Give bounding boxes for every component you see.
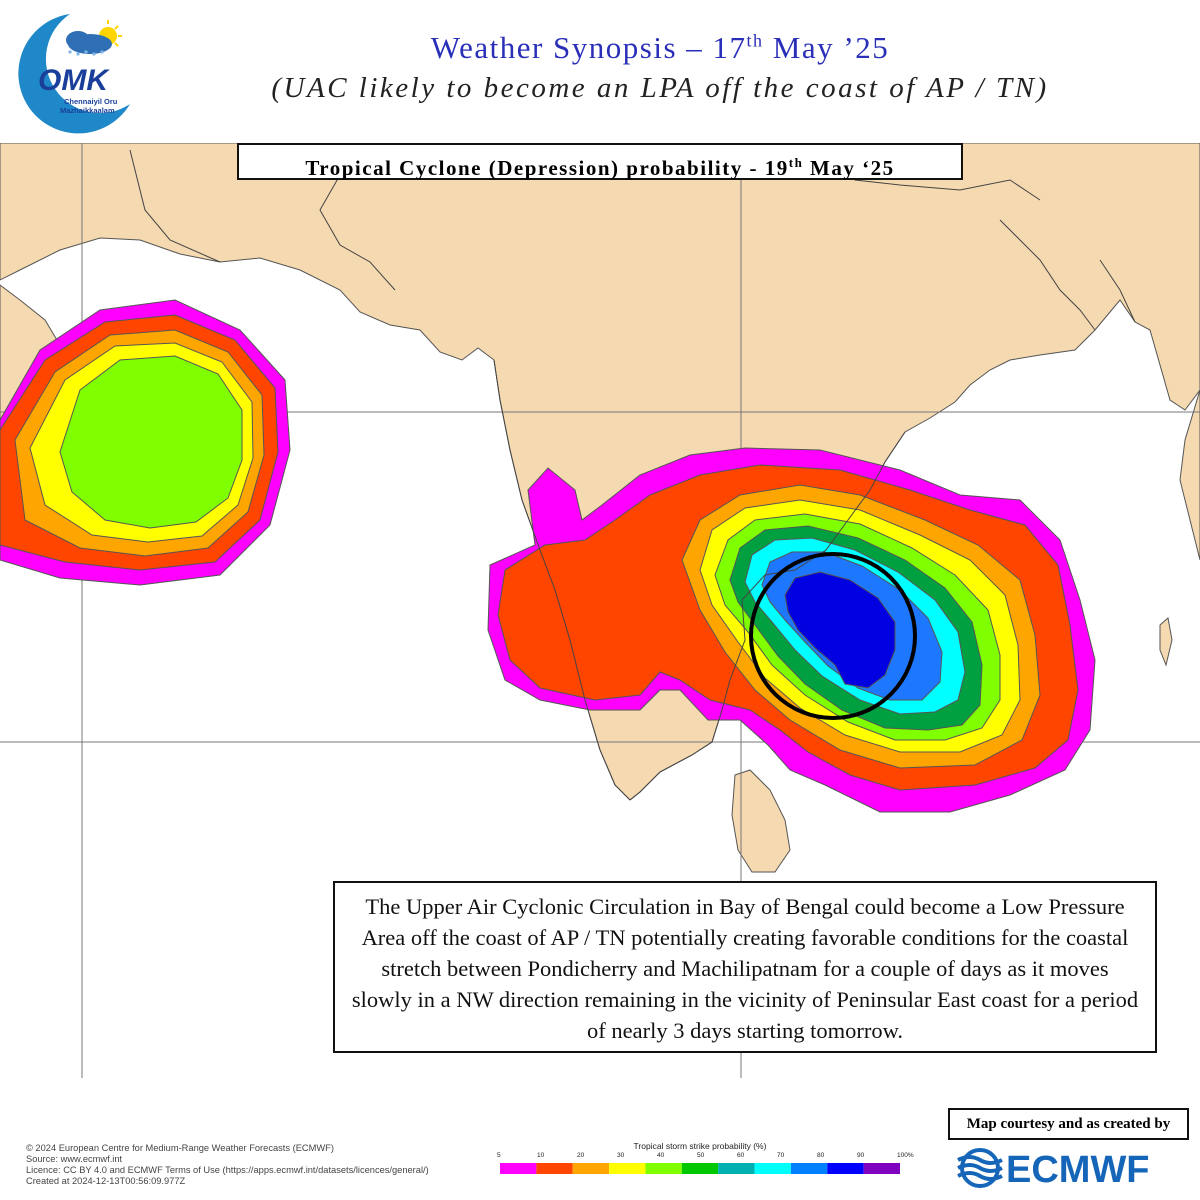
legend-swatch — [500, 1163, 537, 1174]
coastline — [493, 359, 906, 801]
courtesy-label: Map courtesy and as created by — [948, 1108, 1189, 1140]
legend-tick-label: 100% — [897, 1152, 914, 1159]
svg-text:OMK: OMK — [38, 64, 110, 97]
legend-tick-label: 90 — [857, 1152, 865, 1159]
credit-line: Licence: CC BY 4.0 and ECMWF Terms of Us… — [26, 1165, 429, 1175]
sri-lanka — [731, 769, 791, 873]
header: OMK Chennaiyil Oru Mazhaikkaalam Weather… — [0, 0, 1200, 143]
legend-title: Tropical storm strike probability (%) — [633, 1141, 767, 1151]
legend-swatch — [645, 1163, 682, 1174]
legend-tick-label: 50 — [697, 1152, 705, 1159]
synopsis-text: The Upper Air Cyclonic Circulation in Ba… — [333, 881, 1157, 1053]
svg-text:ECMWF: ECMWF — [1006, 1149, 1150, 1191]
map-label: Tropical Cyclone (Depression) probabilit… — [237, 143, 963, 180]
arabian-sea-probability-contours — [0, 299, 291, 586]
omk-logo: OMK Chennaiyil Oru Mazhaikkaalam — [18, 14, 130, 134]
svg-text:Mazhaikkaalam: Mazhaikkaalam — [60, 106, 115, 115]
legend-tick-label: 5 — [497, 1152, 501, 1159]
legend-tick-label: 40 — [657, 1152, 665, 1159]
svg-text:Chennaiyil Oru: Chennaiyil Oru — [64, 97, 118, 106]
page-title: Weather Synopsis – 17th May ’25 — [430, 30, 890, 65]
legend-tick-label: 20 — [577, 1152, 585, 1159]
ecmwf-logo: ECMWF — [957, 1148, 1150, 1191]
legend-swatch — [572, 1163, 610, 1174]
legend-swatch — [718, 1163, 755, 1174]
legend-tick-label: 60 — [737, 1152, 745, 1159]
legend-swatch — [609, 1163, 646, 1174]
credit-line: Created at 2024-12-13T00:56:09.977Z — [26, 1176, 186, 1186]
andaman-islands — [1159, 617, 1173, 667]
legend-swatch — [863, 1163, 900, 1174]
legend-swatch — [827, 1163, 864, 1174]
probability-map — [0, 143, 1200, 1078]
myanmar-land — [1179, 389, 1200, 561]
legend-tick-label: 30 — [617, 1152, 625, 1159]
bay-of-bengal-probability-contours — [487, 447, 1096, 813]
page-subtitle: (UAC likely to become an LPA off the coa… — [271, 72, 1049, 104]
legend-swatch — [754, 1163, 791, 1174]
legend-tick-label: 70 — [777, 1152, 785, 1159]
legend-tick-label: 10 — [537, 1152, 545, 1159]
legend-ticks: 5 10 20 30 40 50 60 70 80 90 100% — [497, 1152, 920, 1162]
black-circle-marker — [749, 552, 917, 720]
credit-line: © 2024 European Centre for Medium-Range … — [26, 1143, 334, 1153]
legend-tick-label: 80 — [817, 1152, 825, 1159]
legend-swatch — [681, 1163, 719, 1174]
credits: © 2024 European Centre for Medium-Range … — [26, 1143, 429, 1187]
credit-line: Source: www.ecmwf.int — [26, 1154, 123, 1164]
legend-swatch — [790, 1163, 828, 1174]
legend-swatch — [536, 1163, 573, 1174]
legend-color-bar — [500, 1163, 900, 1174]
political-borders — [129, 143, 1136, 331]
